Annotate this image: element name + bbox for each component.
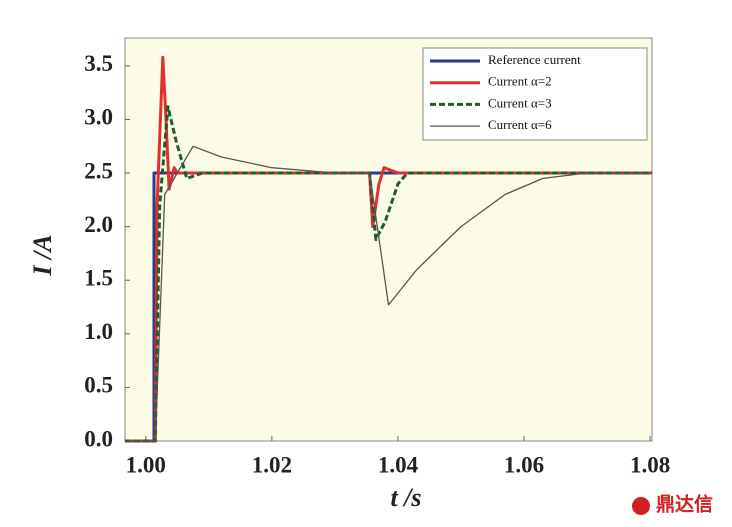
series-line [125, 145, 652, 442]
x-tick-label: 1.06 [504, 452, 544, 477]
legend-label: Current α=6 [488, 117, 552, 132]
y-tick-label: 1.0 [84, 319, 113, 344]
y-tick-label: 3.0 [84, 105, 113, 130]
y-tick-label: 2.5 [84, 158, 113, 183]
legend-label: Current α=3 [488, 95, 552, 110]
x-tick-label: 1.04 [378, 452, 419, 477]
y-tick-label: 1.5 [84, 266, 113, 291]
series-line [125, 105, 652, 443]
x-tick-label: 1.08 [630, 452, 670, 477]
watermark: 鼎达信 [656, 492, 713, 515]
y-tick-label: 0.5 [84, 373, 113, 398]
legend-label: Current α=2 [488, 74, 552, 89]
x-tick-label: 1.02 [252, 452, 292, 477]
x-tick-label: 1.00 [126, 452, 166, 477]
y-axis-label: I /A [28, 234, 57, 276]
watermark-icon [632, 497, 650, 515]
y-tick-label: 2.0 [84, 212, 113, 237]
series-line [125, 55, 652, 443]
y-tick-label: 3.5 [84, 51, 113, 76]
legend-label: Reference current [488, 52, 581, 67]
y-tick-label: 0.0 [84, 426, 113, 451]
x-axis-label: t /s [390, 483, 421, 512]
legend-box [422, 47, 648, 141]
